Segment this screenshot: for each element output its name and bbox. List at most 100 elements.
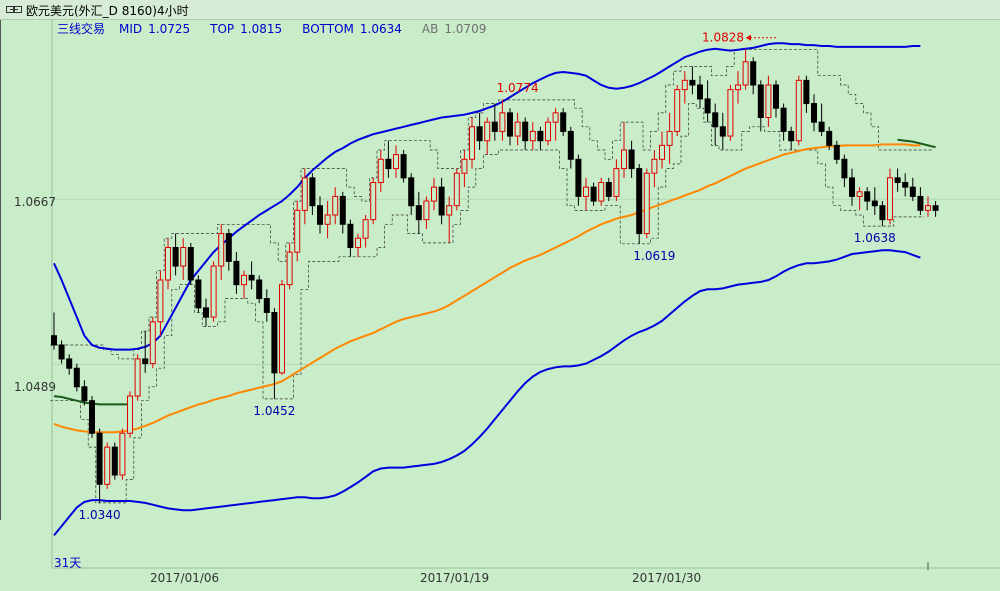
indicator-system-name: 三线交易 [57,22,106,36]
candle-body [233,260,240,286]
candle-body [355,237,361,248]
candle-body [51,335,57,346]
candle-body [788,130,795,142]
candle-body [446,205,453,216]
candle-body [149,321,156,365]
grid-layer [51,20,1000,570]
bottom-band-line [53,249,921,537]
candle-body [218,233,225,267]
candle-body [438,186,445,216]
candle-body [324,214,331,225]
candle-body [66,358,73,369]
candle-body [849,177,855,197]
top-value: 1.0815 [240,22,283,36]
candle-body [423,200,430,221]
candle-body [332,195,339,216]
candle-body [111,446,118,476]
step-channel-layer [50,49,932,504]
candle-body [210,265,217,318]
left-axis-line [0,20,1,520]
low-price-label: 1.0340 [79,508,121,522]
candle-body [195,279,202,309]
candle-body [408,177,415,207]
candle-body [453,172,460,207]
candle-body [681,79,688,91]
candle-body [909,186,916,197]
candle-body [803,79,810,105]
candle-body [180,247,187,267]
candle-body [127,395,133,434]
candle-body [567,130,574,160]
candle-body [461,158,468,174]
candle-body [370,182,377,221]
candle-body [583,186,589,197]
candle-body [73,367,80,388]
candle-body [271,312,278,374]
candle-body [712,112,719,128]
candle-body [560,112,567,132]
candle-body [871,200,878,207]
indicator-legend: 三线交易 MID 1.0725 TOP 1.0815 BOTTOM 1.0634 AB 1.07… [57,20,500,36]
high-price-label: 1.0774 [497,81,539,95]
candle-body [400,154,407,179]
window-title: 欧元美元(外汇_D 8160)4小时 [26,4,189,18]
candle-body [636,168,643,235]
candle-body [674,89,681,132]
candle-body [750,61,757,86]
low-price-label: 1.0452 [253,404,295,418]
bottom-value: 1.0634 [359,22,402,36]
candle-body [818,121,825,132]
candle-body [507,112,513,137]
candle-body [248,274,255,281]
candle-body [104,446,111,485]
x-tick-label: 2017/01/06 [150,571,220,585]
annotation-layer: 1.0340 1.0452 1.0774 1.0619 1.0828 1.0638 [79,31,896,522]
band-layer [53,42,936,537]
mid-label: MID [119,22,143,36]
candle-body [309,177,316,207]
candle-body [476,126,483,142]
candle-body [362,219,369,239]
candle-body [317,205,323,225]
candle-body [727,89,734,137]
mid-value: 1.0725 [148,22,191,36]
candle-body [256,279,263,300]
candle-body [157,279,164,323]
candle-body [347,223,354,249]
candle-body [339,195,346,225]
candle-body [279,284,285,374]
candle-body [385,158,392,170]
candle-body [134,358,141,397]
candle-body [917,195,924,211]
candle-body [628,149,635,170]
candle-body [552,112,559,123]
candle-body [659,144,665,160]
candle-layer [51,49,939,503]
candle-body [89,400,95,434]
candle-body [294,209,301,253]
candle-body [225,233,232,262]
candle-body [697,84,703,100]
candle-body [605,182,612,197]
candle-body [537,130,544,142]
candle-body [203,307,209,318]
candle-body [795,79,802,142]
candle-body [575,158,582,197]
candle-body [621,149,627,170]
candle-body [894,177,901,184]
top-label: TOP [210,22,235,36]
candle-body [689,79,696,86]
candle-body [613,168,620,197]
low-price-label: 1.0638 [854,231,896,245]
candle-body [58,344,65,360]
candle-body [142,358,149,365]
mid-line [53,143,921,434]
candle-body [780,107,787,132]
candle-body [514,121,521,137]
candle-body [522,121,529,142]
step-low-line [50,103,925,504]
candle-body [841,158,848,179]
candle-body [491,121,498,132]
arrow-head-icon [746,34,751,41]
